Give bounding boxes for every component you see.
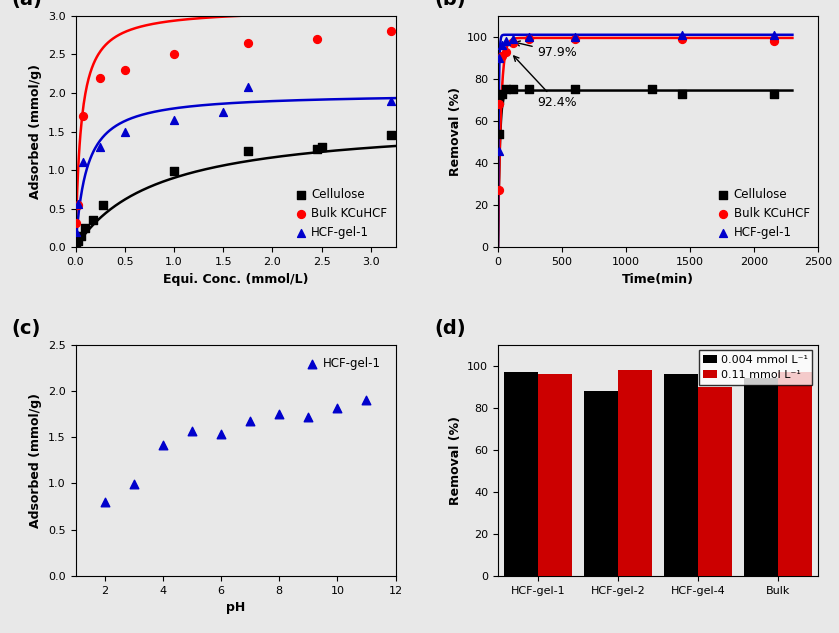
Bulk KCuHCF — [768, 36, 781, 46]
Cellulose — [79, 223, 92, 233]
Cellulose — [645, 84, 659, 94]
Y-axis label: Adsorbed (mmol/g): Adsorbed (mmol/g) — [29, 64, 43, 199]
HCF-gel-1 — [98, 497, 112, 507]
Cellulose — [507, 84, 520, 94]
Bulk KCuHCF — [507, 38, 520, 48]
HCF-gel-1 — [76, 158, 90, 168]
Bar — [538, 374, 571, 576]
HCF-gel-1 — [70, 227, 83, 237]
Text: (a): (a) — [12, 0, 43, 9]
HCF-gel-1 — [167, 115, 180, 125]
Cellulose — [70, 240, 83, 250]
HCF-gel-1 — [273, 409, 286, 419]
Bulk KCuHCF — [522, 34, 535, 44]
Cellulose — [492, 95, 506, 105]
HCF-gel-1 — [675, 30, 689, 40]
Cellulose — [495, 89, 508, 99]
Legend: Cellulose, Bulk KCuHCF, HCF-gel-1: Cellulose, Bulk KCuHCF, HCF-gel-1 — [293, 186, 389, 241]
Cellulose — [522, 84, 535, 94]
Bulk KCuHCF — [167, 49, 180, 60]
Cellulose — [492, 128, 505, 139]
Cellulose — [75, 230, 88, 241]
Bar — [585, 391, 618, 576]
HCF-gel-1 — [492, 146, 505, 156]
Bar — [664, 374, 698, 576]
Cellulose — [86, 215, 100, 225]
X-axis label: Equi. Conc. (mmol/L): Equi. Conc. (mmol/L) — [163, 273, 308, 285]
HCF-gel-1 — [492, 53, 506, 63]
HCF-gel-1 — [495, 41, 508, 51]
Bulk KCuHCF — [495, 51, 508, 61]
Bulk KCuHCF — [499, 47, 513, 57]
Bulk KCuHCF — [93, 73, 107, 83]
HCF-gel-1 — [301, 411, 315, 422]
Y-axis label: Removal (%): Removal (%) — [449, 87, 461, 176]
Cellulose — [167, 166, 180, 176]
Cellulose — [499, 84, 513, 94]
HCF-gel-1 — [331, 403, 344, 413]
Cellulose — [768, 89, 781, 99]
Bar — [618, 370, 652, 576]
Bulk KCuHCF — [568, 34, 581, 44]
Bulk KCuHCF — [384, 26, 398, 36]
Cellulose — [241, 146, 254, 156]
X-axis label: pH: pH — [226, 601, 245, 614]
HCF-gel-1 — [768, 30, 781, 40]
Text: (d): (d) — [434, 318, 466, 337]
HCF-gel-1 — [360, 395, 373, 405]
Bulk KCuHCF — [492, 99, 506, 110]
HCF-gel-1 — [118, 127, 132, 137]
Legend: Cellulose, Bulk KCuHCF, HCF-gel-1: Cellulose, Bulk KCuHCF, HCF-gel-1 — [715, 186, 812, 241]
Text: (b): (b) — [434, 0, 466, 9]
X-axis label: Time(min): Time(min) — [622, 273, 694, 285]
Cellulose — [315, 142, 328, 152]
HCF-gel-1 — [499, 36, 513, 46]
Cellulose — [96, 200, 110, 210]
HCF-gel-1 — [185, 425, 199, 436]
HCF-gel-1 — [216, 107, 230, 117]
Cellulose — [675, 89, 689, 99]
Legend: 0.004 mmol L⁻¹, 0.11 mmol L⁻¹: 0.004 mmol L⁻¹, 0.11 mmol L⁻¹ — [699, 350, 812, 384]
HCF-gel-1 — [507, 34, 520, 44]
Bulk KCuHCF — [76, 111, 90, 121]
HCF-gel-1 — [384, 96, 398, 106]
HCF-gel-1 — [72, 199, 86, 209]
Bar — [778, 372, 811, 576]
Bar — [504, 372, 538, 576]
Cellulose — [568, 84, 581, 94]
Bulk KCuHCF — [675, 34, 689, 44]
Text: 97.9%: 97.9% — [515, 41, 577, 59]
Text: 92.4%: 92.4% — [513, 56, 577, 110]
Bulk KCuHCF — [70, 218, 83, 228]
HCF-gel-1 — [568, 32, 581, 42]
Bulk KCuHCF — [241, 38, 254, 48]
Y-axis label: Adsorbed (mmol/g): Adsorbed (mmol/g) — [29, 393, 43, 528]
HCF-gel-1 — [522, 32, 535, 42]
Cellulose — [310, 144, 324, 154]
HCF-gel-1 — [93, 142, 107, 152]
Bulk KCuHCF — [492, 185, 505, 196]
Bar — [744, 378, 778, 576]
HCF-gel-1 — [156, 441, 169, 451]
HCF-gel-1 — [243, 417, 257, 427]
HCF-gel-1 — [127, 479, 140, 489]
HCF-gel-1 — [241, 82, 254, 92]
Bulk KCuHCF — [310, 34, 324, 44]
Cellulose — [72, 236, 86, 246]
Legend: HCF-gel-1: HCF-gel-1 — [304, 355, 383, 373]
Bulk KCuHCF — [72, 200, 86, 210]
HCF-gel-1 — [214, 429, 227, 439]
Y-axis label: Removal (%): Removal (%) — [449, 416, 461, 505]
Text: (c): (c) — [12, 318, 41, 337]
Bar — [698, 387, 732, 576]
Cellulose — [384, 130, 398, 141]
Bulk KCuHCF — [118, 65, 132, 75]
